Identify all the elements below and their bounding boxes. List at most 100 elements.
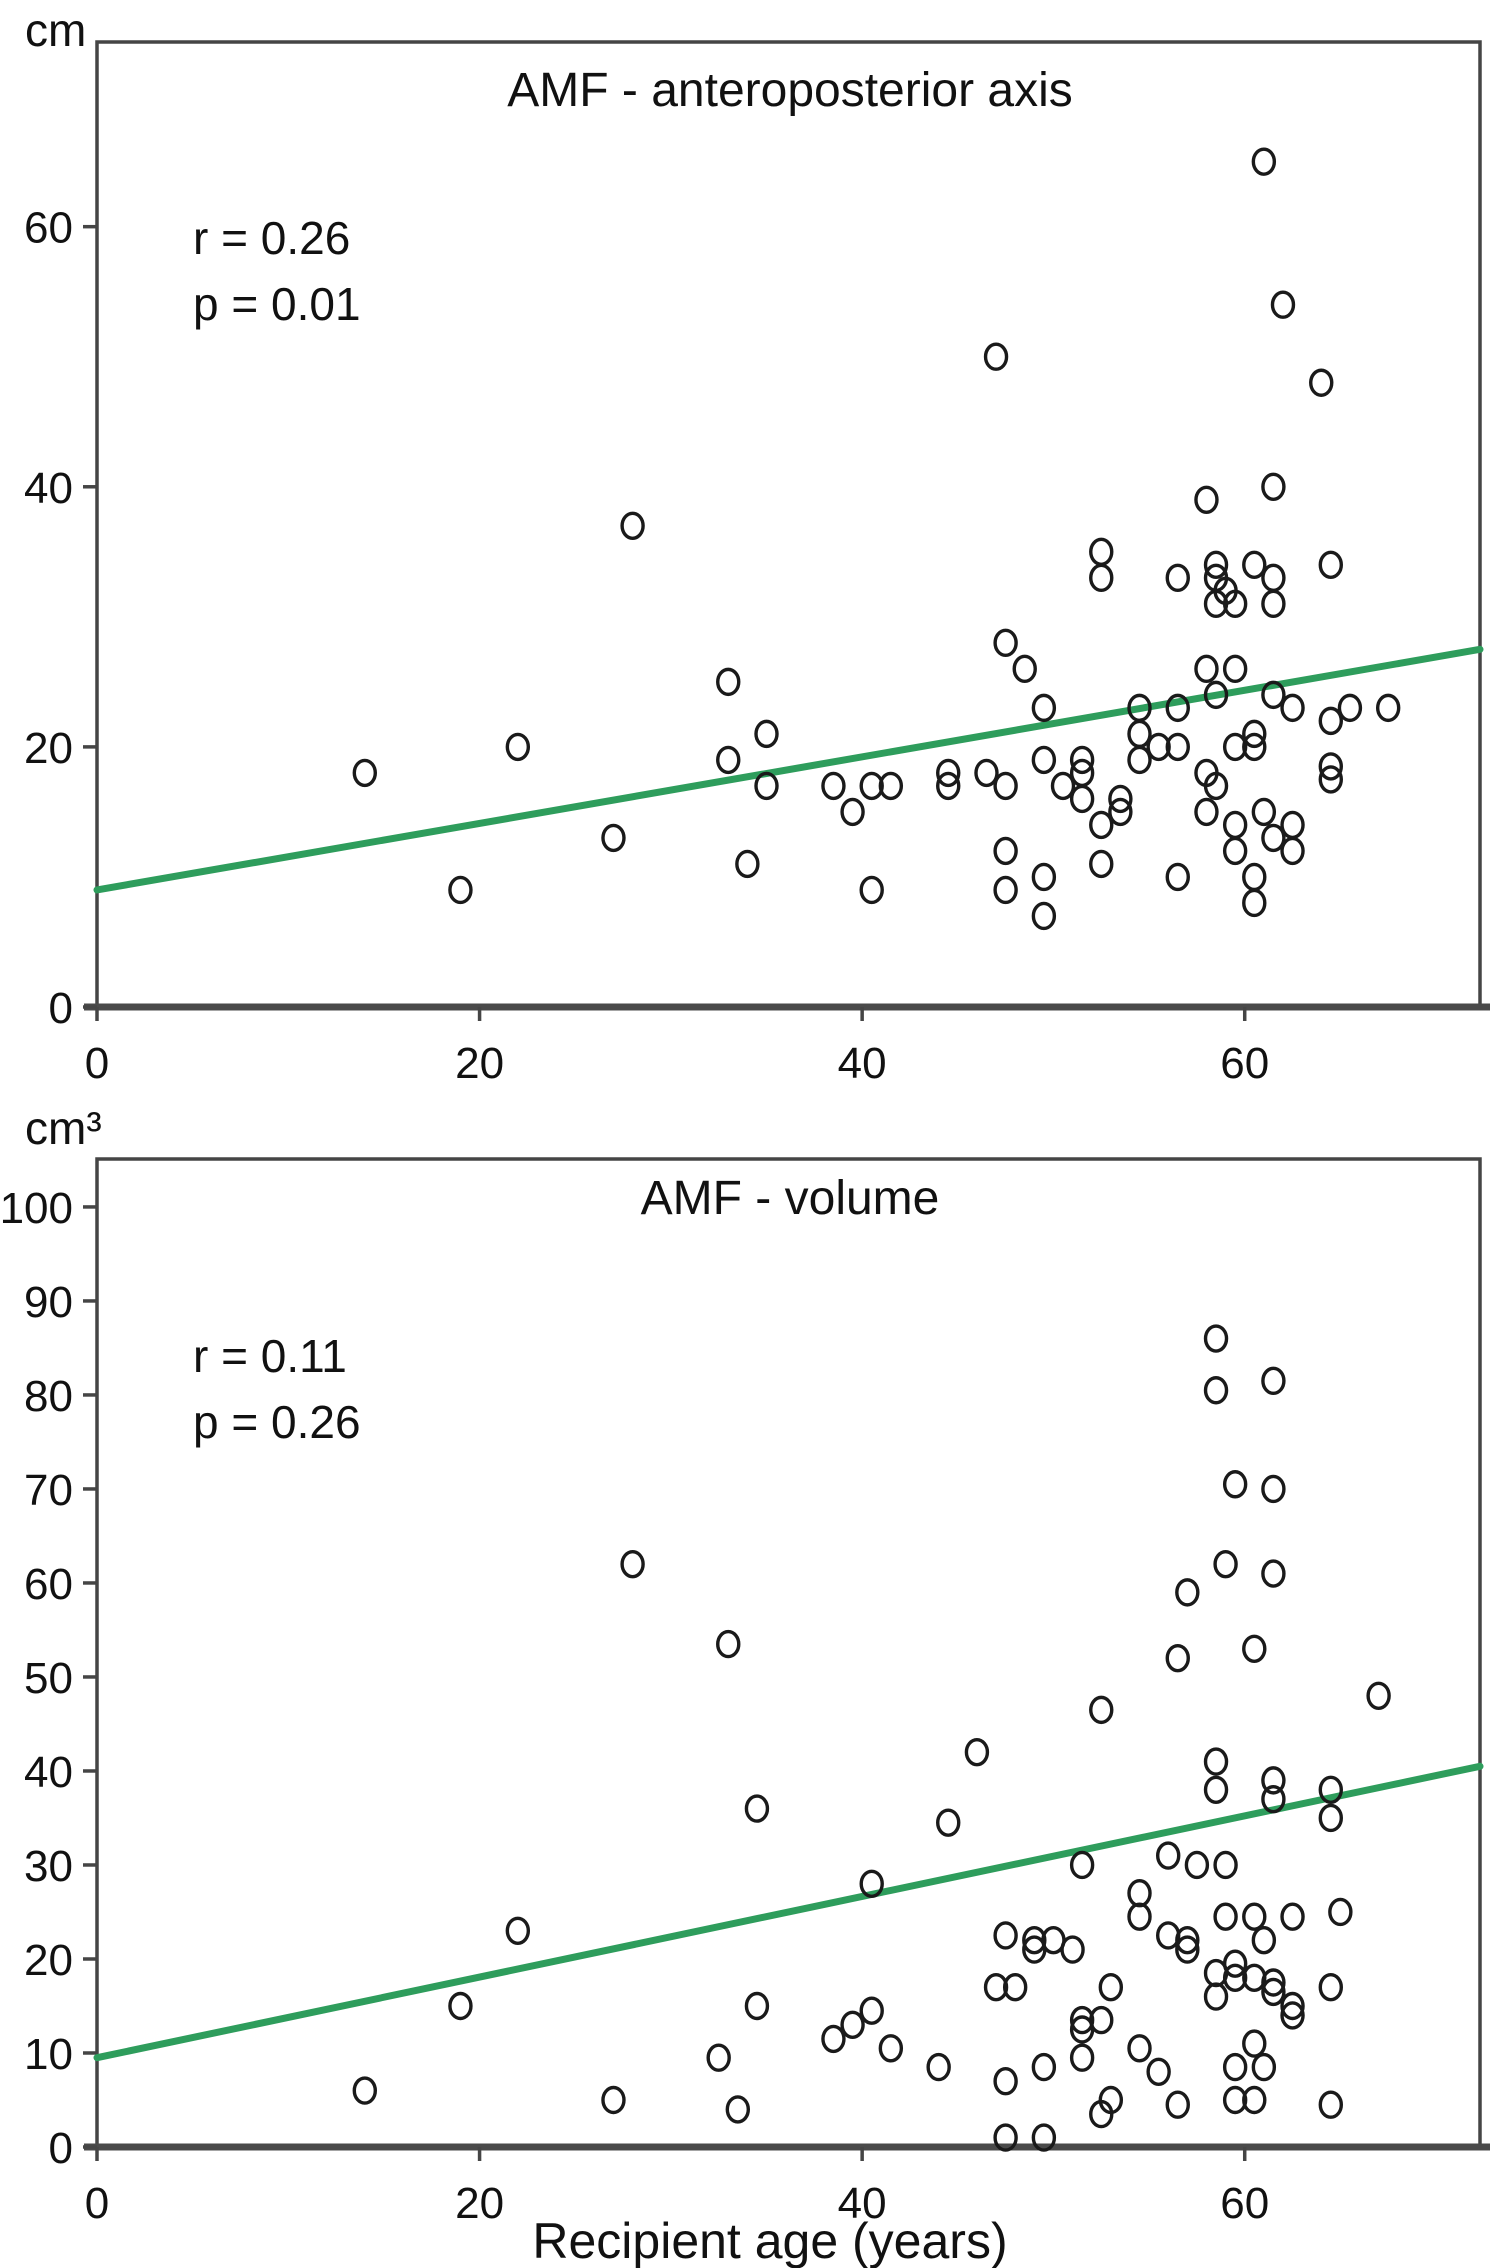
data-point — [1127, 2034, 1152, 2063]
data-point — [1280, 1902, 1305, 1931]
data-point — [1203, 1324, 1229, 1353]
data-point — [1089, 810, 1114, 840]
data-point — [859, 1996, 884, 2025]
data-point — [1194, 654, 1219, 684]
y-tick-label: 10 — [24, 2030, 73, 2079]
data-point — [1222, 810, 1248, 840]
plot-frame — [95, 40, 1482, 1009]
data-point — [1261, 680, 1286, 710]
data-point — [1108, 797, 1133, 827]
data-point — [1156, 1841, 1181, 1870]
y-tick-label: 0 — [49, 2124, 73, 2173]
data-point — [1175, 1935, 1200, 1964]
data-point — [1165, 1643, 1190, 1673]
data-point — [1031, 901, 1057, 931]
data-point — [1165, 2090, 1190, 2119]
data-point — [1222, 836, 1248, 866]
y-tick-label: 60 — [24, 204, 73, 253]
data-point — [1261, 563, 1286, 593]
data-point — [1261, 1784, 1286, 1814]
data-point — [1213, 1850, 1238, 1880]
data-point — [1242, 550, 1267, 580]
data-point — [1222, 2052, 1248, 2082]
y-tick-label: 50 — [24, 1654, 73, 1703]
x-tick-label: 20 — [455, 2179, 504, 2228]
x-tick-label: 20 — [455, 1039, 504, 1088]
data-point — [1213, 1549, 1238, 1579]
trend-line — [93, 645, 1484, 894]
data-point — [1050, 771, 1076, 801]
data-point — [1069, 2043, 1095, 2072]
data-point — [840, 2010, 865, 2039]
data-point — [1222, 1470, 1248, 1499]
data-point — [1261, 1977, 1286, 2007]
data-point — [620, 1549, 645, 1579]
data-point — [1098, 2085, 1124, 2115]
data-point — [1203, 771, 1229, 801]
data-point — [1089, 1695, 1114, 1725]
data-point — [1251, 797, 1277, 827]
data-point — [926, 2052, 951, 2082]
data-point — [1318, 765, 1343, 794]
data-point — [859, 771, 884, 801]
data-point — [1165, 732, 1190, 762]
data-point — [878, 2034, 904, 2063]
data-point — [936, 758, 961, 788]
data-point — [1280, 1991, 1305, 2021]
data-point — [1222, 654, 1248, 684]
data-point — [1098, 1972, 1124, 2002]
data-point — [706, 2043, 731, 2072]
data-point — [1069, 2005, 1095, 2035]
bottom-chart-title: AMF - volume — [641, 1172, 940, 1225]
x-tick-label: 60 — [1220, 1039, 1269, 1088]
data-point — [993, 836, 1018, 866]
data-point — [1156, 1921, 1181, 1950]
y-tick-label: 20 — [24, 724, 73, 773]
x-tick-label: 40 — [838, 1039, 887, 1088]
data-point — [1165, 862, 1190, 892]
data-point — [1261, 1366, 1286, 1396]
data-point — [1261, 1474, 1286, 1504]
data-point — [1318, 1775, 1343, 1804]
data-point — [1251, 1925, 1277, 1955]
x-axis-label: Recipient age (years) — [532, 2213, 1007, 2268]
data-point — [1318, 1803, 1343, 1833]
data-point — [993, 2066, 1018, 2096]
data-point — [1222, 2085, 1248, 2115]
y-tick-label: 30 — [24, 1842, 73, 1891]
data-point — [1089, 849, 1114, 879]
data-point — [1002, 1972, 1028, 2002]
data-point — [601, 823, 626, 853]
data-point — [1108, 784, 1133, 814]
data-point — [1031, 745, 1057, 775]
x-tick-label: 40 — [838, 2179, 887, 2228]
data-point — [1366, 1681, 1391, 1710]
data-point — [1318, 550, 1343, 580]
data-point — [1146, 732, 1171, 762]
data-point — [1194, 797, 1219, 827]
data-point — [1280, 693, 1305, 723]
data-point — [1069, 1850, 1095, 1880]
x-tick-label: 60 — [1220, 2179, 1269, 2228]
data-point — [1060, 1935, 1085, 1964]
generated-chart-layer: 0 20 40 60 0 20 40 60 0 10 20 30 40 50 60 70 80 90 100 0 20 4… — [0, 40, 1490, 2228]
y-tick-label: 100 — [0, 1184, 73, 1233]
data-point — [1242, 2029, 1267, 2058]
data-point — [993, 771, 1018, 801]
data-point — [1270, 290, 1296, 319]
data-point — [1175, 1578, 1200, 1607]
data-point — [1222, 1963, 1248, 1992]
data-point — [993, 628, 1018, 658]
data-point — [1031, 862, 1057, 892]
top-p-value: p = 0.01 — [193, 278, 361, 330]
data-point — [964, 1737, 990, 1767]
data-point — [1261, 589, 1286, 619]
data-point — [1242, 1634, 1267, 1663]
y-tick-label: 40 — [24, 464, 73, 513]
data-point — [1127, 745, 1152, 775]
data-point — [1261, 1559, 1286, 1588]
data-point — [1089, 2005, 1114, 2035]
data-point — [1318, 706, 1343, 736]
data-point — [1261, 823, 1286, 853]
